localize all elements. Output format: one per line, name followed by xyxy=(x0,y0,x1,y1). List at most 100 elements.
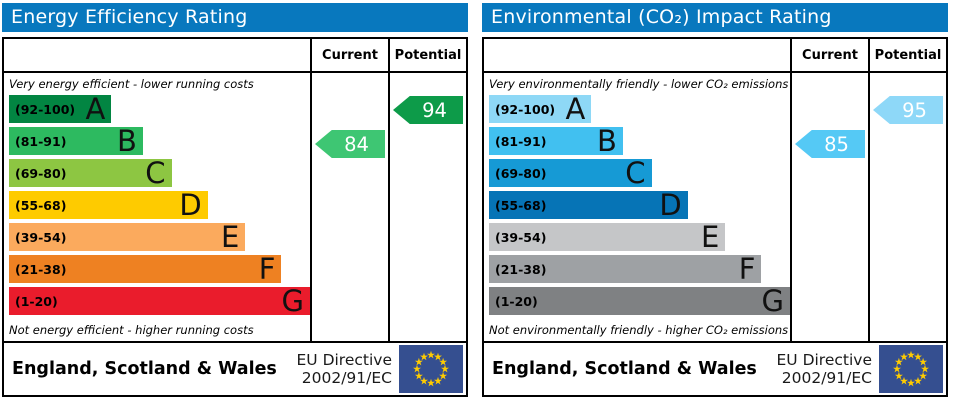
chart-title: Environmental (CO₂) Impact Rating xyxy=(482,3,948,32)
energy-efficiency-chart: Energy Efficiency Rating Current Potenti… xyxy=(2,3,468,397)
region-label: England, Scotland & Wales xyxy=(492,359,757,379)
column-divider xyxy=(868,73,870,341)
current-column-header: Current xyxy=(310,39,388,71)
bottom-note: Not energy efficient - higher running co… xyxy=(9,323,254,337)
potential-rating-value: 95 xyxy=(902,98,927,122)
band-range-label: (69-80) xyxy=(495,165,547,181)
band-row-a: (92-100) A xyxy=(484,95,790,127)
band-zone: Very energy efficient - lower running co… xyxy=(4,73,310,341)
band-zone: Very environmentally friendly - lower CO… xyxy=(484,73,790,341)
band-row-d: (55-68) D xyxy=(4,191,310,223)
band-bar-c: (69-80) C xyxy=(9,156,172,190)
band-bar-e: (39-54) E xyxy=(9,220,246,254)
band-letter: C xyxy=(145,156,166,190)
column-divider xyxy=(310,73,312,341)
band-row-g: (1-20) G xyxy=(4,287,310,319)
eu-directive-line1: EU Directive xyxy=(296,350,393,369)
band-letter: B xyxy=(117,124,137,158)
band-bar-e: (39-54) E xyxy=(489,223,726,252)
band-row-g: (1-20) G xyxy=(484,287,790,319)
potential-rating-arrow: 94 xyxy=(393,96,463,124)
potential-column-header: Potential xyxy=(388,39,466,71)
band-letter: E xyxy=(220,220,240,254)
band-row-f: (21-38) F xyxy=(484,255,790,287)
eu-directive-label: EU Directive 2002/91/EC xyxy=(297,351,393,388)
band-letter: D xyxy=(659,188,682,222)
band-letter: C xyxy=(625,156,646,190)
bottom-note: Not environmentally friendly - higher CO… xyxy=(489,323,789,337)
header-spacer-cell xyxy=(4,39,310,71)
eu-directive-line1: EU Directive xyxy=(776,350,873,369)
band-bar-c: (69-80) C xyxy=(489,156,652,190)
current-column-header: Current xyxy=(790,39,868,71)
table-footer: England, Scotland & Wales EU Directive 2… xyxy=(484,341,946,395)
top-note: Very energy efficient - lower running co… xyxy=(9,77,254,91)
band-range-label: (55-68) xyxy=(495,197,547,213)
band-row-a: (92-100) A xyxy=(4,95,310,127)
potential-rating-arrow: 95 xyxy=(873,96,943,124)
potential-rating-value: 94 xyxy=(422,98,447,122)
rating-table: Current Potential Very energy efficient … xyxy=(2,37,468,397)
band-range-label: (69-80) xyxy=(15,165,67,181)
band-range-label: (92-100) xyxy=(495,101,556,117)
table-header-row: Current Potential xyxy=(484,39,946,73)
current-column xyxy=(312,73,388,341)
band-range-label: (21-38) xyxy=(15,261,67,277)
band-bar-g: (1-20) G xyxy=(9,284,310,318)
chart-title: Energy Efficiency Rating xyxy=(2,3,468,32)
column-divider xyxy=(790,73,792,341)
current-rating-value: 84 xyxy=(344,132,369,156)
current-rating-arrow: 85 xyxy=(795,130,865,158)
band-row-c: (69-80) C xyxy=(484,159,790,191)
band-row-d: (55-68) D xyxy=(484,191,790,223)
band-row-c: (69-80) C xyxy=(4,159,310,191)
band-letter: B xyxy=(597,124,617,158)
band-range-label: (92-100) xyxy=(15,101,76,117)
band-row-e: (39-54) E xyxy=(484,223,790,255)
column-divider xyxy=(388,73,390,341)
region-label: England, Scotland & Wales xyxy=(12,359,277,379)
current-rating-value: 85 xyxy=(824,132,849,156)
band-bar-d: (55-68) D xyxy=(9,188,208,222)
band-bar-a: (92-100) A xyxy=(9,92,112,126)
chart-body: Very environmentally friendly - lower CO… xyxy=(484,73,946,341)
band-letter: D xyxy=(179,188,202,222)
band-letter: A xyxy=(85,92,106,126)
band-row-f: (21-38) F xyxy=(4,255,310,287)
band-bar-f: (21-38) F xyxy=(489,252,762,286)
eu-directive-line2: 2002/91/EC xyxy=(781,369,872,387)
band-letter: A xyxy=(565,92,586,126)
band-letter: F xyxy=(258,252,276,286)
environmental-impact-chart: Environmental (CO₂) Impact Rating Curren… xyxy=(482,3,948,397)
header-spacer-cell xyxy=(484,39,790,71)
chart-body: Very energy efficient - lower running co… xyxy=(4,73,466,341)
top-note: Very environmentally friendly - lower CO… xyxy=(489,77,789,91)
band-row-b: (81-91) B xyxy=(4,127,310,159)
table-footer: England, Scotland & Wales EU Directive 2… xyxy=(4,341,466,395)
current-rating-arrow: 84 xyxy=(315,130,385,158)
band-range-label: (39-54) xyxy=(15,229,67,245)
band-letter: F xyxy=(738,252,756,286)
band-range-label: (21-38) xyxy=(495,261,547,277)
band-bar-b: (81-91) B xyxy=(489,124,623,158)
band-bar-b: (81-91) B xyxy=(9,124,143,158)
band-range-label: (1-20) xyxy=(495,293,538,309)
rating-table: Current Potential Very environmentally f… xyxy=(482,37,948,397)
current-column xyxy=(792,73,868,341)
band-row-e: (39-54) E xyxy=(4,223,310,255)
eu-directive-line2: 2002/91/EC xyxy=(301,369,392,387)
table-header-row: Current Potential xyxy=(4,39,466,73)
potential-column-header: Potential xyxy=(868,39,946,71)
band-bar-a: (92-100) A xyxy=(489,92,592,126)
eu-flag-icon xyxy=(879,345,943,393)
band-range-label: (55-68) xyxy=(15,197,67,213)
eu-directive-label: EU Directive 2002/91/EC xyxy=(777,351,873,388)
band-row-b: (81-91) B xyxy=(484,127,790,159)
band-range-label: (81-91) xyxy=(495,133,547,149)
band-letter: G xyxy=(281,284,304,318)
band-bar-f: (21-38) F xyxy=(9,252,282,286)
band-range-label: (1-20) xyxy=(15,293,58,309)
band-range-label: (39-54) xyxy=(495,229,547,245)
band-letter: G xyxy=(761,284,784,318)
